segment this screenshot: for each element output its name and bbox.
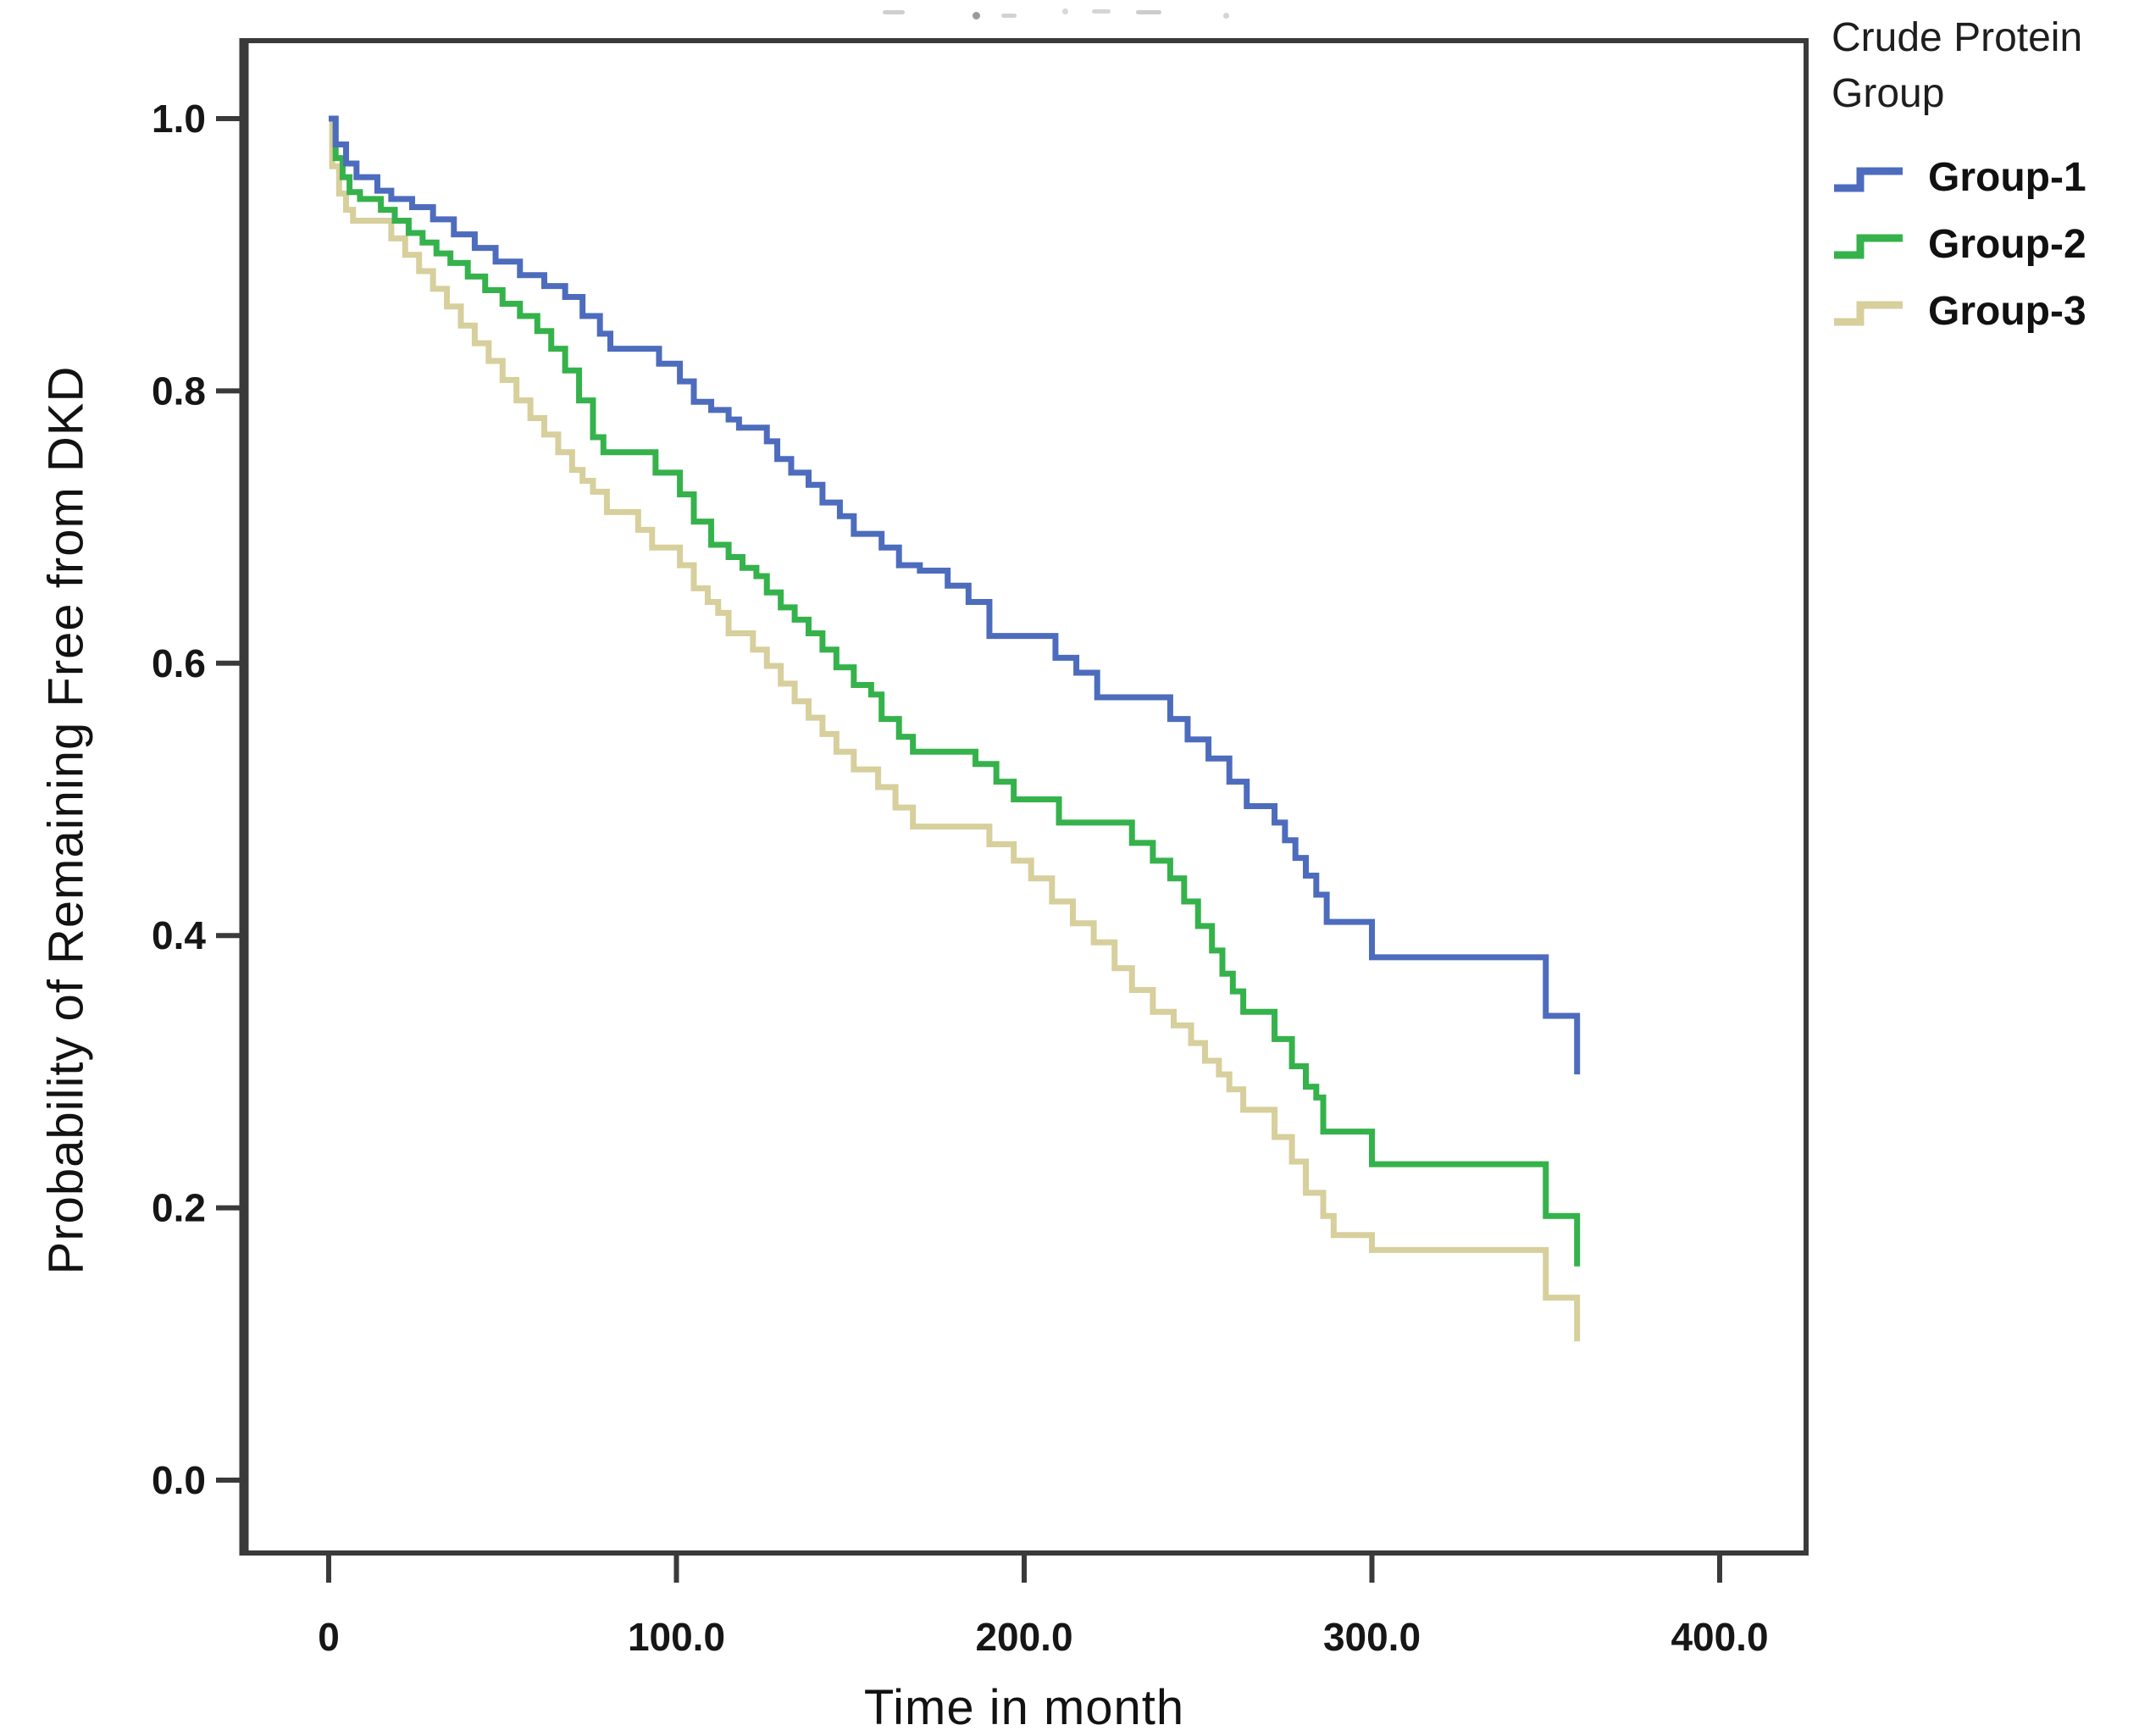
y-tick-label: 0.6 bbox=[152, 641, 206, 685]
legend-item-label: Group-3 bbox=[1928, 289, 2086, 335]
artifact-dot bbox=[973, 12, 980, 19]
legend: Crude Protein Group Group-1 Group-2 Group-… bbox=[1831, 10, 2138, 335]
artifact-dash bbox=[1001, 14, 1017, 18]
legend-swatch-line bbox=[1834, 167, 1903, 192]
artifact-dot bbox=[1062, 8, 1068, 14]
legend-swatch-step-icon bbox=[1834, 234, 1903, 259]
survival-curve-group-1 bbox=[329, 115, 1581, 1075]
y-tick-label: 0.8 bbox=[152, 369, 206, 413]
x-tick-label: 300.0 bbox=[1323, 1615, 1421, 1659]
artifact-dash bbox=[1136, 10, 1161, 14]
artifact-dash bbox=[883, 10, 905, 14]
legend-item-group-1: Group-1 bbox=[1831, 154, 2138, 201]
x-tick-label: 200.0 bbox=[975, 1615, 1072, 1659]
legend-items: Group-1 Group-2 Group-3 bbox=[1831, 154, 2138, 335]
survival-curve-group-2 bbox=[329, 115, 1581, 1267]
y-tick-label: 0.2 bbox=[152, 1186, 206, 1230]
legend-swatch-line bbox=[1834, 234, 1903, 259]
legend-swatch-step-icon bbox=[1834, 301, 1903, 326]
legend-item-label: Group-2 bbox=[1928, 222, 2086, 268]
y-tick-label: 0.0 bbox=[152, 1458, 206, 1502]
legend-item-label: Group-1 bbox=[1928, 155, 2086, 201]
legend-swatch-line bbox=[1834, 301, 1903, 326]
legend-item-group-3: Group-3 bbox=[1831, 288, 2138, 335]
legend-item-group-2: Group-2 bbox=[1831, 221, 2138, 268]
y-tick-label: 1.0 bbox=[152, 97, 206, 141]
x-axis-title: Time in month bbox=[863, 1680, 1185, 1735]
artifact-dash bbox=[1092, 9, 1111, 14]
survival-curve-group-3 bbox=[329, 115, 1581, 1342]
artifact-dot bbox=[1223, 13, 1229, 19]
legend-title: Crude Protein Group bbox=[1831, 15, 2083, 117]
y-axis-title: Probability of Remaining Free from DKD bbox=[38, 365, 94, 1275]
x-tick-label: 400.0 bbox=[1671, 1615, 1768, 1659]
legend-swatch-step-icon bbox=[1834, 167, 1903, 192]
x-tick-label: 100.0 bbox=[628, 1615, 725, 1659]
y-tick-label: 0.4 bbox=[152, 913, 206, 957]
x-tick-label: 0 bbox=[318, 1615, 340, 1659]
